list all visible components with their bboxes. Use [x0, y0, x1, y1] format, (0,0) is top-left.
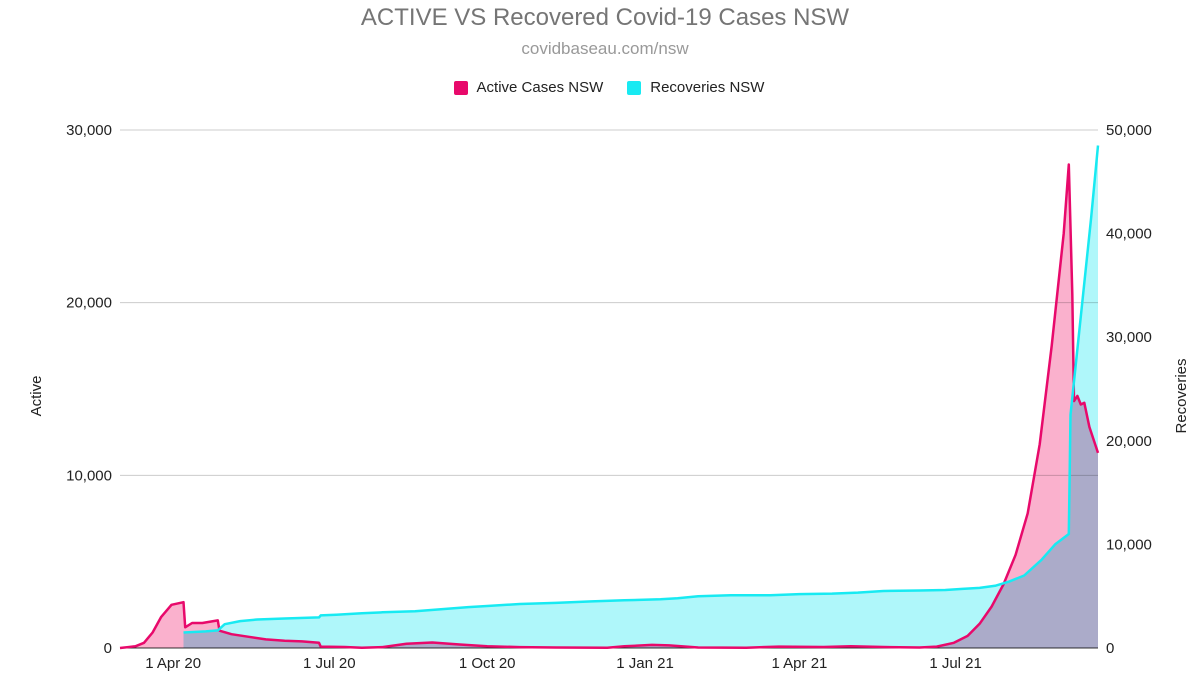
legend-item-recoveries[interactable]: Recoveries NSW: [627, 79, 764, 96]
x-tick-label: 1 Apr 21: [772, 655, 828, 672]
legend-item-active[interactable]: Active Cases NSW: [453, 79, 604, 96]
x-tick-label: 1 Jan 21: [616, 655, 674, 672]
y-right-tick-label: 0: [1106, 640, 1114, 657]
chart-title: ACTIVE VS Recovered Covid-19 Cases NSW: [360, 4, 850, 31]
area-recoveries: [183, 145, 1098, 648]
line-active[interactable]: [119, 163, 1100, 650]
area-active: [120, 164, 1098, 648]
y-left-tick-label: 10,000: [66, 467, 112, 484]
axis-ticks: 0 10,000 20,000 30,000 0 10,000 20,000 30,000 40…: [66, 122, 1152, 672]
line-recoveries[interactable]: [183, 145, 1100, 634]
y-right-tick-label: 10,000: [1106, 536, 1152, 553]
series-areas: [120, 145, 1098, 648]
y-left-tick-label: 0: [104, 640, 112, 657]
x-tick-label: 1 Apr 20: [145, 655, 201, 672]
legend-swatch-active: [453, 80, 468, 95]
chart-subtitle: covidbaseau.com/nsw: [521, 39, 689, 58]
y-axis-right-title: Recoveries: [1173, 358, 1190, 433]
x-tick-label: 1 Oct 20: [459, 655, 516, 672]
y-right-tick-label: 30,000: [1106, 329, 1152, 346]
y-right-tick-label: 20,000: [1106, 433, 1152, 450]
y-axis-left-title: Active: [28, 376, 45, 417]
y-left-tick-label: 20,000: [66, 295, 112, 312]
legend-label-recoveries: Recoveries NSW: [650, 79, 765, 96]
chart-legend: Active Cases NSW Recoveries NSW: [0, 79, 1200, 96]
x-tick-label: 1 Jul 20: [303, 655, 356, 672]
y-right-tick-label: 50,000: [1106, 122, 1152, 139]
y-left-tick-label: 30,000: [66, 122, 112, 139]
legend-label-active: Active Cases NSW: [476, 79, 604, 96]
x-tick-label: 1 Jul 21: [929, 655, 982, 672]
y-right-tick-label: 40,000: [1106, 226, 1152, 243]
gridlines: [120, 129, 1098, 649]
legend-swatch-recoveries: [627, 80, 642, 95]
series-lines: [119, 145, 1100, 650]
